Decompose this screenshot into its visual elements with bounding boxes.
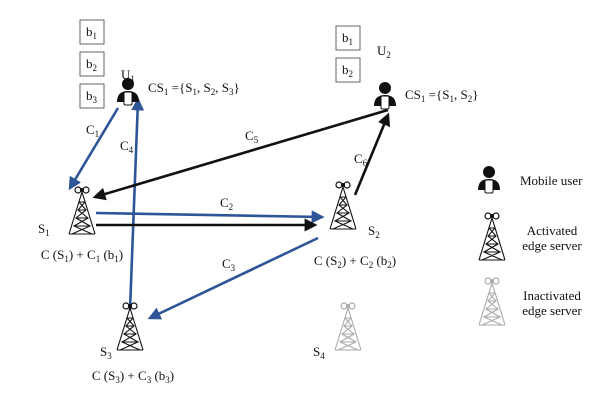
- edge-arrow: [128, 97, 145, 311]
- buffer-label: b2​: [342, 62, 353, 79]
- buffer-box: [335, 57, 361, 83]
- mobile-user-icon: [116, 77, 140, 106]
- edge-arrow: [353, 112, 391, 196]
- buffer-box: [335, 25, 361, 51]
- server-cost: C (S1​) + C1​ (b1​): [41, 247, 123, 264]
- candidate-set: CS1​ ={S1​, S2​, S3​}: [148, 80, 240, 97]
- user-label: U1​: [121, 67, 135, 84]
- edge-label: C6​: [354, 151, 368, 168]
- user-label: U2​: [377, 43, 391, 60]
- buffer-label: b1​: [86, 24, 97, 41]
- edge-arrow: [68, 107, 120, 191]
- user-u2: U2​ CS1​ ={S1​, S2​} b1​ b2​: [335, 25, 478, 110]
- mobile-user-icon: [477, 165, 501, 194]
- edge-arrow: [95, 210, 325, 224]
- buffer-box: [79, 83, 105, 109]
- edge-label: C3​: [222, 256, 236, 273]
- inactive-server-tower-icon: [478, 277, 506, 326]
- legend-inactive-label: edge server: [522, 303, 582, 318]
- edges: C1​ C4​ C5​ C2​ C3​ C6​: [68, 97, 391, 320]
- buffer-label: b3​: [86, 88, 98, 105]
- server-s2: S2​ C (S2​) + C2​ (b2​): [314, 181, 396, 270]
- edge-arrow: [92, 108, 389, 201]
- legend: Mobile user Activated edge server Inacti…: [477, 165, 583, 326]
- buffer-label: b2​: [86, 56, 97, 73]
- server-label: S4​: [313, 344, 325, 361]
- server-s4: S4​: [313, 302, 362, 361]
- server-label: S2​: [368, 223, 380, 240]
- edge-server-tower-icon: [329, 181, 357, 230]
- legend-inactive-label: Inactivated: [523, 288, 581, 303]
- buffer-label: b1​: [342, 30, 353, 47]
- edge-server-tower-icon: [478, 212, 506, 261]
- edge-server-tower-icon: [116, 302, 144, 351]
- edge-label: C4​: [120, 138, 134, 155]
- user-u1: U1​ CS1​ ={S1​, S2​, S3​} b1​ b2​ b3​: [79, 19, 240, 109]
- inactive-server-tower-icon: [334, 302, 362, 351]
- buffer-box: [79, 51, 105, 77]
- edge-label: C5​: [245, 128, 259, 145]
- server-s3: S3​ C (S3​) + C3​ (b3​): [92, 302, 174, 385]
- server-cost: C (S3​) + C3​ (b3​): [92, 368, 174, 385]
- edge-label: C2​: [220, 195, 233, 212]
- server-s1: S1​ C (S1​) + C1​ (b1​): [38, 186, 123, 264]
- buffer-box: [79, 19, 105, 45]
- server-cost: C (S2​) + C2​ (b2​): [314, 253, 396, 270]
- edge-server-tower-icon: [68, 186, 96, 235]
- mobile-user-icon: [373, 81, 397, 110]
- server-label: S3​: [100, 344, 112, 361]
- legend-user-label: Mobile user: [520, 173, 583, 188]
- legend-active-label: Activated: [527, 223, 578, 238]
- server-label: S1​: [38, 221, 50, 238]
- edge-arrow: [147, 236, 319, 320]
- edge-label: C1​: [86, 122, 99, 139]
- legend-active-label: edge server: [522, 238, 582, 253]
- candidate-set: CS1​ ={S1​, S2​}: [405, 87, 478, 104]
